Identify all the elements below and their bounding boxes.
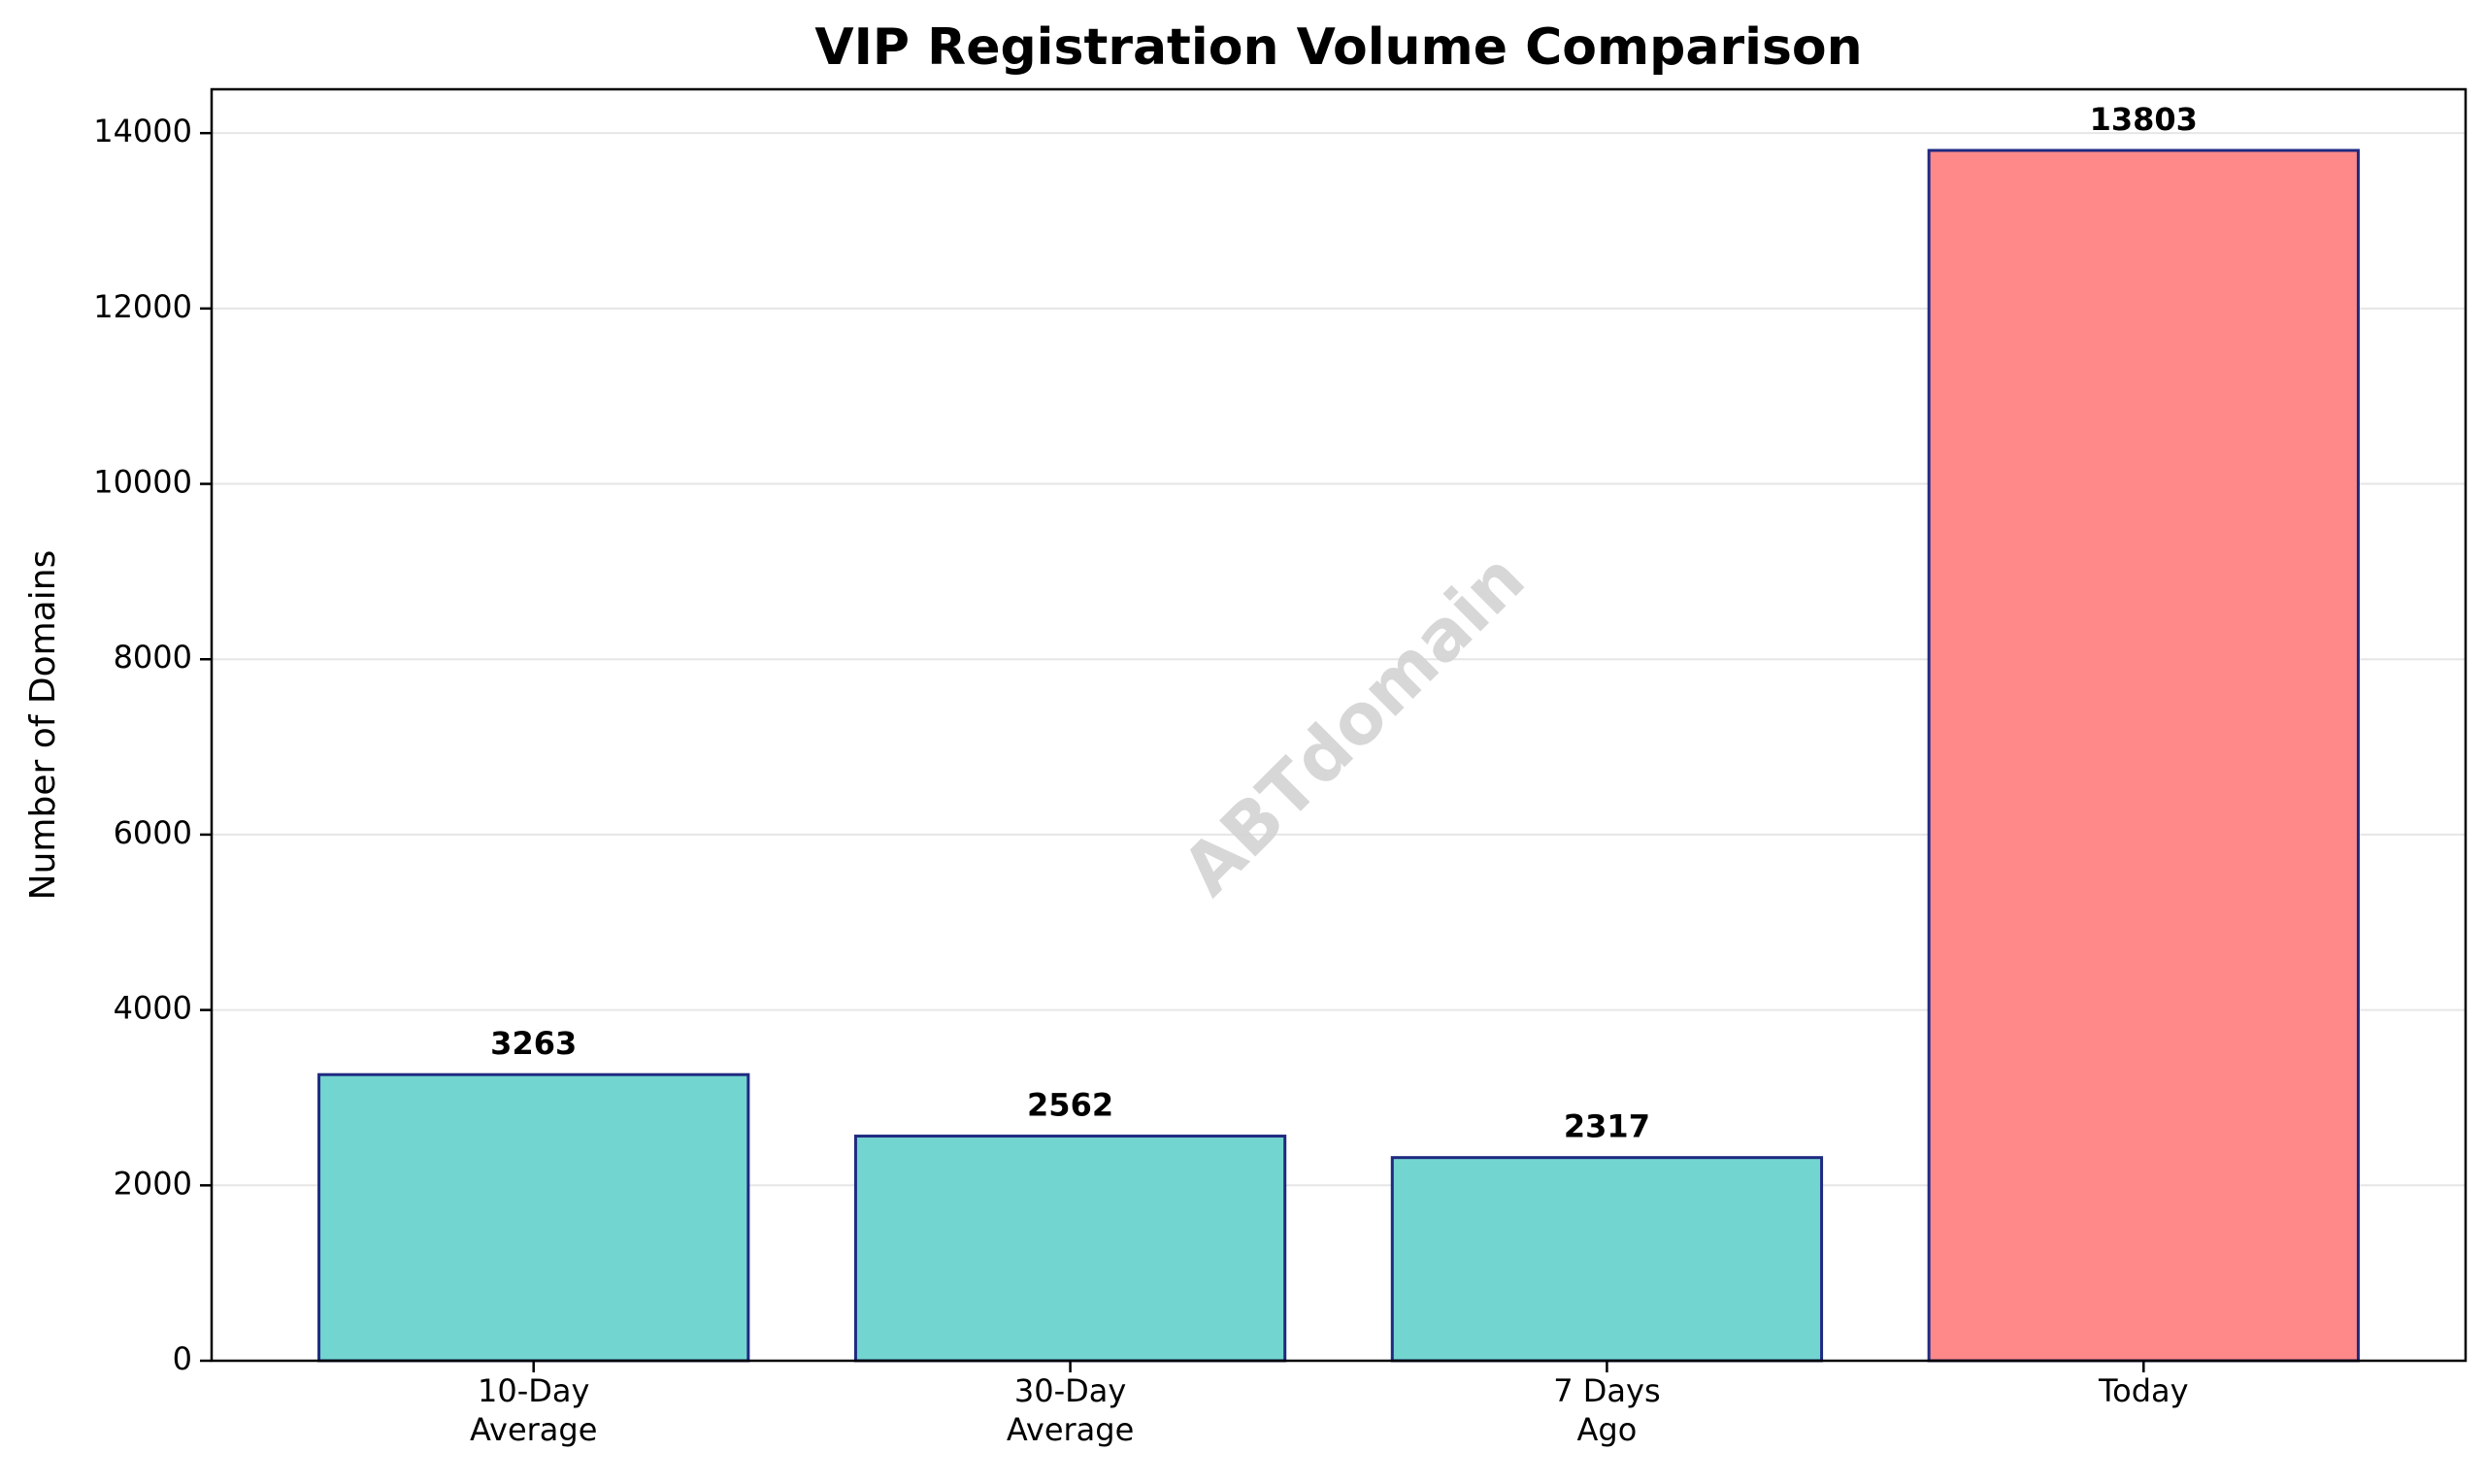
bar <box>317 1072 750 1363</box>
y-tick-label: 14000 <box>93 113 192 149</box>
y-axis-ticks: 0 2000 4000 6000 8000 10000 12000 14000 <box>93 113 212 1377</box>
bar-value-label: 13803 <box>2090 101 2198 138</box>
x-tick-label: 7 Days Ago <box>1553 1372 1660 1448</box>
y-axis-label: Number of Domains <box>23 550 63 901</box>
y-tick-label: 6000 <box>114 814 192 851</box>
bar-value-label: 2562 <box>1027 1087 1113 1124</box>
bar <box>1927 148 2360 1363</box>
bar-value-label: 2317 <box>1564 1108 1650 1145</box>
x-tick-label-line: 30-Day <box>1014 1372 1126 1409</box>
x-tick-label-line: Average <box>1007 1411 1134 1448</box>
bars <box>317 148 2360 1363</box>
x-tick-label: Today <box>2098 1372 2189 1409</box>
x-tick-label-line: 10-Day <box>478 1372 589 1409</box>
x-tick-label: 30-Day Average <box>1007 1372 1134 1448</box>
x-tick-label-line: Today <box>2098 1372 2189 1409</box>
axes-frame <box>210 87 2468 1363</box>
y-tick-label: 12000 <box>93 288 192 325</box>
bar <box>853 1135 1287 1363</box>
value-labels: 3263 2562 2317 13803 <box>490 101 2198 1145</box>
chart-title: VIP Registration Volume Comparison <box>814 18 1862 77</box>
y-tick-label: 0 <box>173 1340 192 1377</box>
y-tick-label: 4000 <box>114 990 192 1027</box>
x-tick-label-line: Average <box>470 1411 597 1448</box>
x-tick-label: 10-Day Average <box>470 1372 597 1448</box>
bar <box>1390 1156 1824 1363</box>
x-tick-label-line: Ago <box>1577 1411 1638 1448</box>
y-tick-label: 10000 <box>93 464 192 501</box>
x-tick-label-line: 7 Days <box>1553 1372 1660 1409</box>
bar-value-label: 3263 <box>490 1025 577 1062</box>
y-tick-label: 8000 <box>114 639 192 676</box>
y-tick-label: 2000 <box>114 1165 192 1202</box>
